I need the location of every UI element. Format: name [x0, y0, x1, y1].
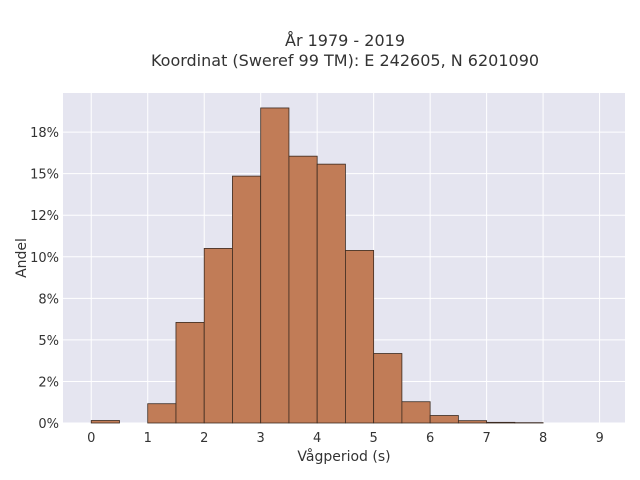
histogram-bar — [232, 175, 262, 424]
y-tick-label: 8% — [38, 292, 59, 307]
y-tick-label: 15% — [30, 168, 59, 183]
bars — [90, 107, 544, 424]
y-axis-title: Andel — [14, 238, 30, 278]
histogram-bar — [90, 420, 120, 424]
histogram-bar — [345, 250, 375, 424]
histogram-bar — [457, 420, 488, 424]
histogram-bar — [486, 421, 516, 424]
x-tick-label: 1 — [144, 431, 152, 446]
x-tick-label: 7 — [482, 431, 490, 446]
x-tick-label: 3 — [257, 431, 265, 446]
histogram-bar — [316, 163, 346, 424]
histogram-bar — [429, 415, 459, 424]
x-tick-label: 0 — [87, 431, 95, 446]
x-tick-label: 6 — [426, 431, 434, 446]
x-axis-title: Vågperiod (s) — [297, 448, 390, 465]
x-tick-label: 2 — [200, 431, 208, 446]
histogram-bar — [260, 107, 290, 424]
x-tick-label: 4 — [313, 431, 321, 446]
histogram-bar — [147, 403, 177, 424]
x-tick-label: 5 — [370, 431, 378, 446]
tick-labels: 0 1 2 3 4 5 6 7 8 9 0% 2% 5% 8% 10% 12% 15% 18% — [30, 126, 604, 446]
y-tick-label: 18% — [30, 126, 59, 141]
histogram-bar — [288, 155, 318, 424]
histogram-bar — [203, 248, 233, 424]
x-tick-label: 8 — [539, 431, 547, 446]
x-tick-label: 9 — [595, 431, 603, 446]
y-tick-label: 10% — [30, 251, 59, 266]
histogram-bar — [401, 401, 431, 424]
y-tick-label: 0% — [38, 417, 59, 432]
y-tick-label: 5% — [38, 334, 59, 349]
histogram-bar — [175, 322, 205, 424]
chart-title-line1: År 1979 - 2019 — [285, 31, 405, 50]
chart-title-line2: Koordinat (Sweref 99 TM): E 242605, N 62… — [151, 51, 539, 70]
y-tick-label: 2% — [38, 375, 59, 390]
y-tick-label: 12% — [30, 209, 59, 224]
histogram-bar — [373, 353, 403, 424]
